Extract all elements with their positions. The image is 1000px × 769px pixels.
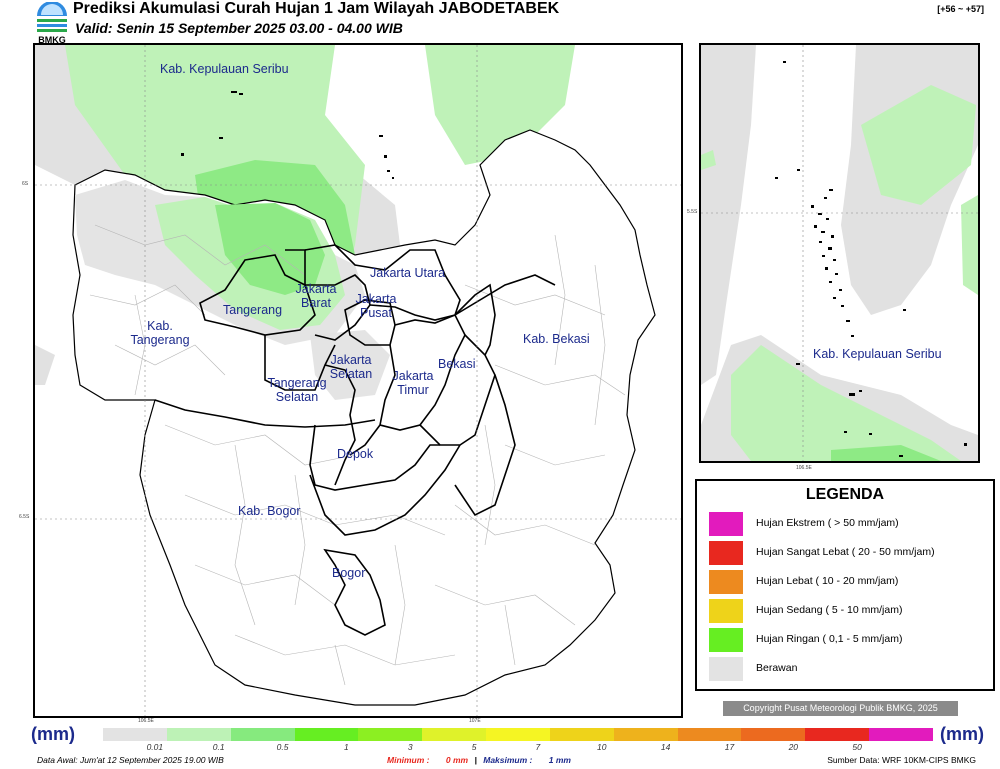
legend-label: Berawan: [756, 662, 798, 674]
region-label-kab-bekasi: Kab. Bekasi: [523, 332, 590, 346]
colorbar-tick-label: 0.01: [146, 742, 164, 752]
minimum-value: 0 mm: [445, 755, 469, 765]
lat-6-5s-label: 6.5S: [19, 514, 30, 520]
main-map[interactable]: 6S 6.5S 106.5E 107E Kab. Kepulauan Serib…: [19, 43, 683, 724]
lon-107e-label: 107E: [469, 718, 481, 724]
lat-6s-label: 6S: [22, 181, 29, 187]
inset-lat-label: 5.5S: [687, 209, 698, 215]
legend-label: Hujan Sangat Lebat ( 20 - 50 mm/jam): [756, 546, 935, 558]
colorbar: [103, 728, 934, 741]
legend-label: Hujan Ringan ( 0,1 - 5 mm/jam): [756, 633, 903, 645]
colorbar-tick-label: 14: [660, 742, 671, 752]
legend-swatch: [709, 512, 743, 536]
region-label-jakarta-pusat: Jakarta Pusat: [355, 292, 397, 320]
inset-lon-label: 106.5E: [796, 465, 812, 471]
inset-map[interactable]: 5.5S 106.5E Kab. Kepulauan Seribu: [687, 43, 980, 471]
region-label-tangerang: Tangerang: [223, 303, 283, 317]
region-label-bogor: Bogor: [332, 566, 366, 580]
legend-swatch: [709, 541, 743, 565]
inset-region-label: Kab. Kepulauan Seribu: [813, 347, 942, 361]
colorbar-tick-label: 17: [724, 742, 735, 752]
colorbar-tick-label: 0.1: [212, 742, 225, 752]
region-label-depok: Depok: [337, 447, 374, 461]
region-label-tangerang-selatan: Tangerang Selatan: [267, 376, 327, 404]
lon-106-5e-label: 106.5E: [138, 718, 154, 724]
colorbar-segment: [805, 728, 870, 741]
logo-text: BMKG: [38, 35, 66, 44]
colorbar-unit-right: (mm): [940, 724, 984, 744]
region-label-jakarta-barat: Jakarta Barat: [295, 282, 337, 310]
legend-label: Hujan Lebat ( 10 - 20 mm/jam): [756, 575, 899, 587]
legend-title: LEGENDA: [805, 486, 885, 503]
forecast-range: [+56 ~ +57]: [937, 4, 984, 14]
region-label-kab-tangerang: Kab. Tangerang: [130, 319, 190, 347]
colorbar-segment: [358, 728, 423, 741]
data-awal: Data Awal: Jum'at 12 September 2025 19.0…: [37, 755, 224, 765]
legend-label: Hujan Sedang ( 5 - 10 mm/jam): [756, 604, 903, 616]
legend: LEGENDA Hujan Ekstrem ( > 50 mm/jam) Huj…: [695, 479, 995, 691]
colorbar-tick-label: 1: [344, 742, 349, 752]
page-title: Prediksi Akumulasi Curah Hujan 1 Jam Wil…: [73, 0, 560, 17]
colorbar-segment: [294, 728, 359, 741]
colorbar-segment: [230, 728, 296, 741]
valid-time: Valid: Senin 15 September 2025 03.00 - 0…: [75, 20, 403, 36]
colorbar-segment: [549, 728, 615, 741]
region-label-kab-bogor: Kab. Bogor: [238, 504, 301, 518]
colorbar-segment: [422, 728, 487, 741]
colorbar-segment: [166, 728, 232, 741]
maximum-value: 1 mm: [548, 755, 571, 765]
legend-swatch: [709, 599, 743, 623]
colorbar-segment: [741, 728, 806, 741]
colorbar-segment: [869, 728, 934, 741]
data-source: Sumber Data: WRF 10KM-CIPS BMKG: [827, 755, 976, 765]
colorbar-tick-label: 7: [535, 742, 541, 752]
bmkg-logo: BMKG: [33, 1, 71, 45]
legend-swatch: [709, 570, 743, 594]
colorbar-unit-left: (mm): [31, 724, 75, 744]
maximum-label: Maksimum :: [483, 755, 533, 765]
inset-map-canvas: [701, 45, 978, 461]
region-label-jakarta-selatan: Jakarta Selatan: [329, 353, 373, 381]
colorbar-tick-label: 10: [597, 742, 607, 752]
region-label-jakarta-utara: Jakarta Utara: [370, 266, 446, 280]
min-max-readout: Minimum : 0 mm | Maksimum : 1 mm: [387, 755, 571, 765]
colorbar-segment: [613, 728, 679, 741]
region-label-jakarta-timur: Jakarta Timur: [392, 369, 434, 397]
legend-swatch: [709, 628, 743, 652]
colorbar-tick-label: 3: [407, 742, 413, 752]
region-label-bekasi: Bekasi: [438, 357, 476, 371]
colorbar-segment: [486, 728, 551, 741]
copyright-notice: Copyright Pusat Meteorologi Publik BMKG,…: [723, 701, 958, 716]
colorbar-segment: [677, 728, 742, 741]
colorbar-tick-label: 20: [788, 742, 799, 752]
colorbar-segment: [103, 728, 168, 741]
colorbar-tick-label: 50: [852, 742, 862, 752]
region-label-kepulauan-seribu: Kab. Kepulauan Seribu: [160, 62, 289, 76]
legend-label: Hujan Ekstrem ( > 50 mm/jam): [756, 517, 899, 529]
legend-swatch: [709, 657, 743, 681]
colorbar-tick-label: 5: [471, 742, 477, 752]
main-map-canvas: [35, 45, 681, 716]
minimum-label: Minimum :: [387, 755, 430, 765]
colorbar-tick-label: 0.5: [276, 742, 289, 752]
